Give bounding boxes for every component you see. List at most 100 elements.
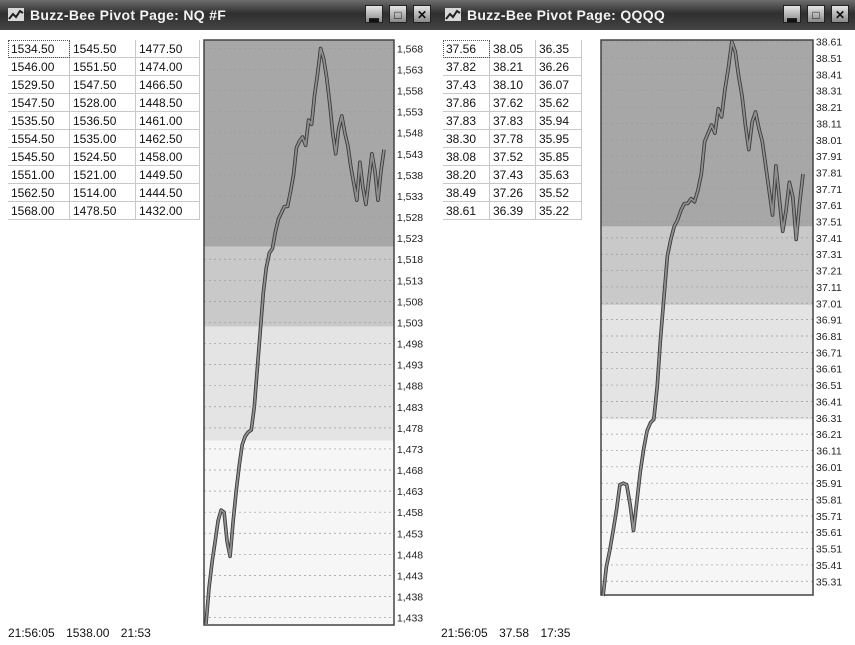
y-tick-label: 36.01 xyxy=(816,462,842,474)
y-tick-label: 1,513 xyxy=(397,275,423,287)
table-cell[interactable]: 1568.00 xyxy=(8,201,70,220)
table-cell[interactable]: 35.85 xyxy=(535,147,582,166)
maximize-button[interactable]: □ xyxy=(807,5,825,23)
table-cell[interactable]: 37.26 xyxy=(489,183,536,202)
y-tick-label: 1,483 xyxy=(397,402,423,414)
status-bar: 21:56:05 1538.00 21:53 xyxy=(8,626,159,640)
table-cell[interactable]: 37.52 xyxy=(489,147,536,166)
table-row: 1562.50 1514.00 1444.50 xyxy=(8,183,200,202)
pivot-zone xyxy=(601,304,813,420)
table-cell[interactable]: 36.07 xyxy=(535,75,582,94)
table-cell[interactable]: 1534.50 xyxy=(8,40,70,58)
close-icon: ✕ xyxy=(416,8,428,22)
table-cell[interactable]: 1551.00 xyxy=(8,165,70,184)
table-cell[interactable]: 1529.50 xyxy=(8,75,70,94)
table-cell[interactable]: 35.95 xyxy=(535,129,582,148)
table-row: 1551.00 1521.00 1449.50 xyxy=(8,165,200,184)
y-tick-label: 1,538 xyxy=(397,170,423,182)
table-cell[interactable]: 38.61 xyxy=(443,201,490,220)
table-cell[interactable]: 38.21 xyxy=(489,57,536,76)
table-row: 37.56 38.05 36.35 xyxy=(443,40,582,58)
y-tick-label: 1,453 xyxy=(397,528,423,540)
maximize-button[interactable]: □ xyxy=(389,5,407,23)
y-tick-label: 35.81 xyxy=(816,495,842,507)
table-cell[interactable]: 38.20 xyxy=(443,165,490,184)
table-row: 1534.50 1545.50 1477.50 xyxy=(8,40,200,58)
table-cell[interactable]: 1444.50 xyxy=(135,183,200,202)
table-cell[interactable]: 38.10 xyxy=(489,75,536,94)
table-cell[interactable]: 1536.50 xyxy=(69,111,136,130)
table-cell[interactable]: 1524.50 xyxy=(69,147,136,166)
table-cell[interactable]: 36.35 xyxy=(535,40,582,58)
table-cell[interactable]: 37.78 xyxy=(489,129,536,148)
table-cell[interactable]: 37.86 xyxy=(443,93,490,112)
table-cell[interactable]: 36.39 xyxy=(489,201,536,220)
y-tick-label: 1,468 xyxy=(397,465,423,477)
y-tick-label: 1,443 xyxy=(397,570,423,582)
table-cell[interactable]: 1466.50 xyxy=(135,75,200,94)
table-cell[interactable]: 37.83 xyxy=(489,111,536,130)
pivot-zone xyxy=(204,246,394,327)
y-tick-label: 38.11 xyxy=(816,118,842,130)
y-tick-label: 1,488 xyxy=(397,381,423,393)
table-cell[interactable]: 37.56 xyxy=(443,40,490,58)
table-cell[interactable]: 1547.50 xyxy=(69,75,136,94)
table-cell[interactable]: 1545.50 xyxy=(69,40,136,58)
status-price: 37.58 xyxy=(499,626,530,640)
table-cell[interactable]: 1554.50 xyxy=(8,129,70,148)
table-cell[interactable]: 35.22 xyxy=(535,201,582,220)
table-cell[interactable]: 37.82 xyxy=(443,57,490,76)
y-tick-label: 35.61 xyxy=(816,527,842,539)
table-cell[interactable]: 37.43 xyxy=(489,165,536,184)
table-row: 1535.50 1536.50 1461.00 xyxy=(8,111,200,130)
table-cell[interactable]: 1432.00 xyxy=(135,201,200,220)
table-cell[interactable]: 1458.00 xyxy=(135,147,200,166)
table-row: 38.20 37.43 35.63 xyxy=(443,165,582,184)
table-cell[interactable]: 35.63 xyxy=(535,165,582,184)
table-cell[interactable]: 1545.50 xyxy=(8,147,70,166)
status-bar: 21:56:05 37.58 17:35 xyxy=(441,626,578,640)
window-title-bar[interactable]: Buzz-Bee Pivot Page: NQ #F ▂ □ ✕ xyxy=(0,0,437,30)
table-cell[interactable]: 1547.50 xyxy=(8,93,70,112)
y-tick-label: 37.41 xyxy=(816,233,842,245)
table-cell[interactable]: 1477.50 xyxy=(135,40,200,58)
table-cell[interactable]: 38.49 xyxy=(443,183,490,202)
y-tick-label: 37.11 xyxy=(816,282,842,294)
table-cell[interactable]: 37.62 xyxy=(489,93,536,112)
close-button[interactable]: ✕ xyxy=(831,5,849,23)
y-tick-label: 1,543 xyxy=(397,149,423,161)
table-cell[interactable]: 1546.00 xyxy=(8,57,70,76)
table-cell[interactable]: 1535.50 xyxy=(8,111,70,130)
table-cell[interactable]: 1562.50 xyxy=(8,183,70,202)
table-cell[interactable]: 35.62 xyxy=(535,93,582,112)
y-tick-label: 35.51 xyxy=(816,544,842,556)
minimize-button[interactable]: ▂ xyxy=(365,5,383,23)
close-button[interactable]: ✕ xyxy=(413,5,431,23)
table-cell[interactable]: 1474.00 xyxy=(135,57,200,76)
table-cell[interactable]: 1528.00 xyxy=(69,93,136,112)
table-cell[interactable]: 1478.50 xyxy=(69,201,136,220)
table-cell[interactable]: 36.26 xyxy=(535,57,582,76)
table-cell[interactable]: 1514.00 xyxy=(69,183,136,202)
table-cell[interactable]: 1461.00 xyxy=(135,111,200,130)
table-cell[interactable]: 1551.50 xyxy=(69,57,136,76)
table-cell[interactable]: 1521.00 xyxy=(69,165,136,184)
table-cell[interactable]: 38.05 xyxy=(489,40,536,58)
y-tick-label: 1,528 xyxy=(397,212,423,224)
table-cell[interactable]: 1535.00 xyxy=(69,129,136,148)
table-cell[interactable]: 38.30 xyxy=(443,129,490,148)
minimize-icon: ▂ xyxy=(787,8,797,22)
table-cell[interactable]: 35.52 xyxy=(535,183,582,202)
minimize-button[interactable]: ▂ xyxy=(783,5,801,23)
table-cell[interactable]: 38.08 xyxy=(443,147,490,166)
table-cell[interactable]: 37.43 xyxy=(443,75,490,94)
table-cell[interactable]: 1449.50 xyxy=(135,165,200,184)
table-cell[interactable]: 1462.50 xyxy=(135,129,200,148)
table-cell[interactable]: 37.83 xyxy=(443,111,490,130)
pivot-zone xyxy=(204,326,394,441)
pivot-window-nq: Buzz-Bee Pivot Page: NQ #F ▂ □ ✕ 1534.50… xyxy=(0,0,437,640)
window-title-bar[interactable]: Buzz-Bee Pivot Page: QQQQ ▂ □ ✕ xyxy=(437,0,855,30)
y-tick-label: 1,548 xyxy=(397,128,423,140)
table-cell[interactable]: 1448.50 xyxy=(135,93,200,112)
table-cell[interactable]: 35.94 xyxy=(535,111,582,130)
